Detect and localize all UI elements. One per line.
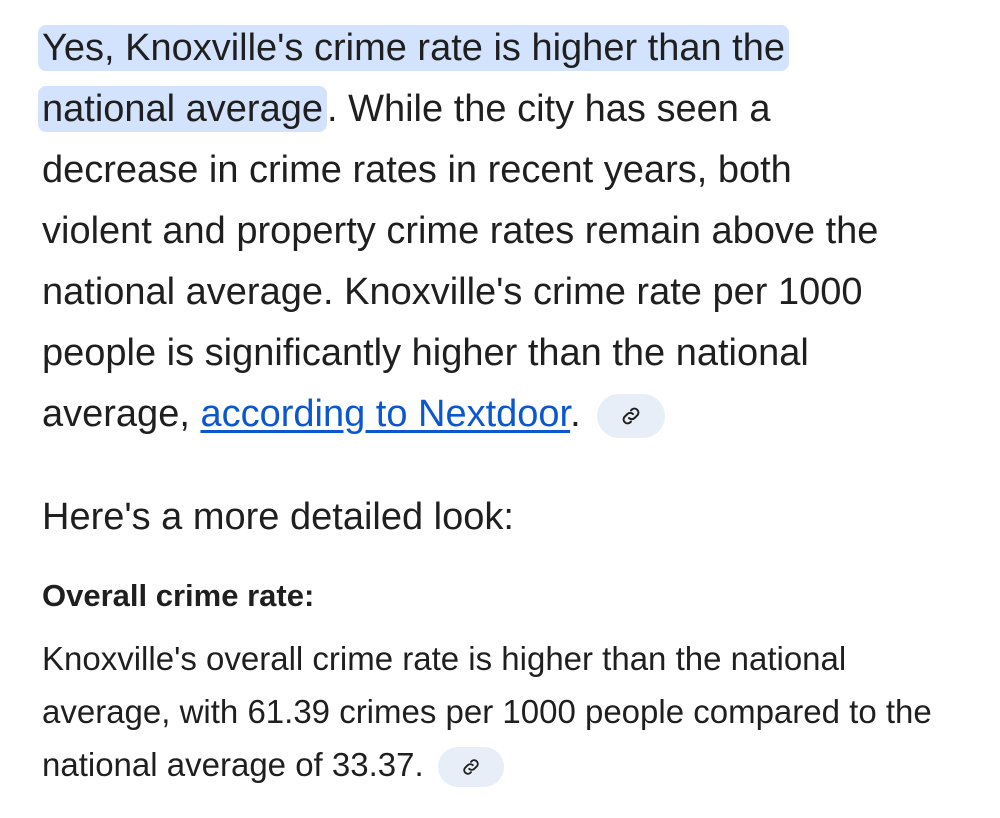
answer: Yes, Knoxville's crime rate is higher th… — [38, 18, 942, 791]
section-text: Knoxville's overall crime rate is higher… — [42, 640, 932, 783]
section-body: Knoxville's overall crime rate is higher… — [42, 632, 952, 791]
intro-end: . — [570, 393, 581, 435]
link-icon — [462, 759, 479, 775]
intro-paragraph: Yes, Knoxville's crime rate is higher th… — [38, 18, 902, 445]
intro-text: . While the city has seen a decrease in … — [42, 88, 879, 435]
section-heading: Overall crime rate: — [42, 578, 315, 613]
lead-text: Here's a more detailed look: — [42, 496, 514, 538]
link-icon — [622, 407, 640, 425]
link-chip[interactable] — [596, 393, 665, 438]
source-link[interactable]: according to Nextdoor — [200, 393, 571, 435]
link-chip[interactable] — [437, 747, 504, 788]
